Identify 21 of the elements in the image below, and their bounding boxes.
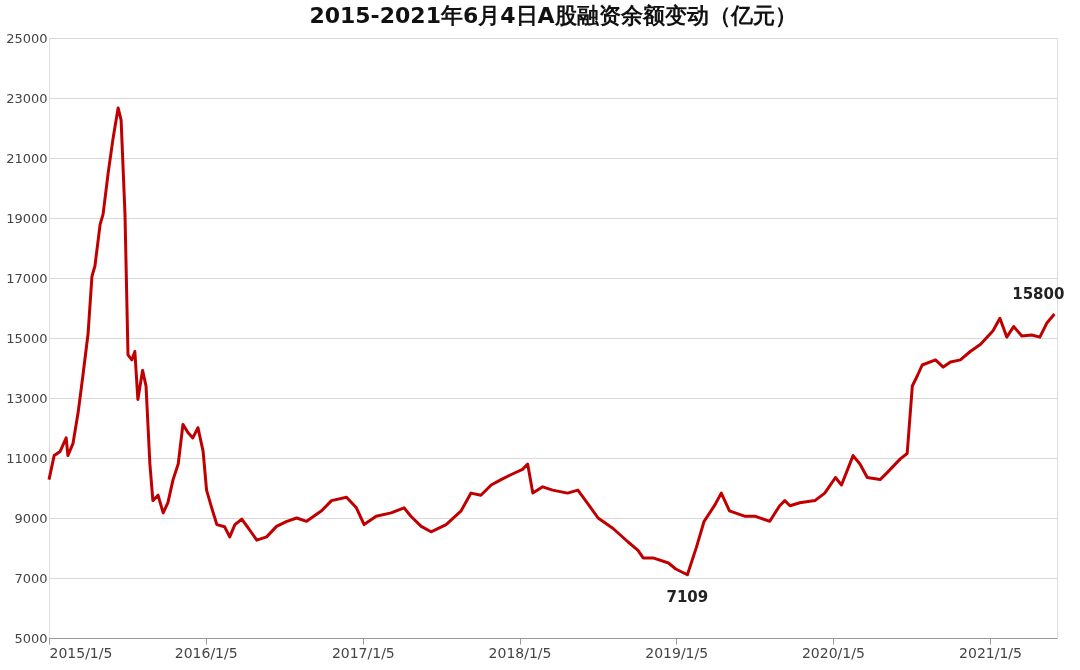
x-tick-label: 2020/1/5: [801, 644, 865, 661]
y-tick-label: 21000: [6, 150, 48, 166]
y-tick-label: 11000: [6, 450, 48, 466]
y-tick-label: 5000: [14, 630, 48, 646]
x-tick-label: 2016/1/5: [174, 644, 238, 661]
x-tick-label: 2015/1/5: [49, 644, 113, 661]
x-tick-label: 2018/1/5: [488, 644, 552, 661]
y-tick-label: 9000: [14, 510, 48, 526]
annotation: 15800: [1012, 285, 1065, 303]
y-tick-label: 17000: [6, 270, 48, 286]
annotation: 7109: [666, 587, 709, 606]
y-tick-label: 13000: [6, 390, 48, 406]
y-tick-label: 23000: [6, 90, 48, 106]
y-tick-label: 7000: [14, 570, 48, 586]
x-tick-label: 2017/1/5: [331, 644, 395, 661]
x-tick-label: 2021/1/5: [959, 644, 1022, 661]
x-tick-label: 2019/1/5: [645, 644, 709, 661]
chart-title: 2015-2021年6月4日A股融资余额变动（亿元）: [309, 3, 797, 28]
y-tick-label: 19000: [6, 210, 48, 226]
y-tick-label: 15000: [6, 330, 48, 346]
y-tick-label: 25000: [6, 30, 48, 46]
